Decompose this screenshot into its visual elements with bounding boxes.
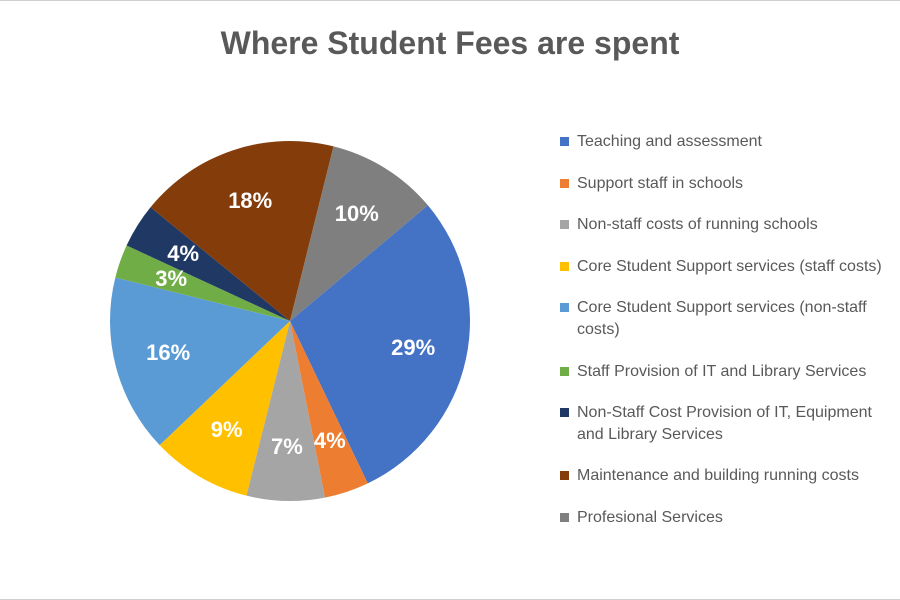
legend-marker [560, 220, 569, 229]
legend-marker [560, 303, 569, 312]
legend-marker [560, 137, 569, 146]
legend-marker [560, 471, 569, 480]
legend: Teaching and assessment Support staff in … [560, 131, 890, 535]
slice-percent-label: 3% [155, 266, 187, 292]
pie-chart: 29%4%7%9%16%3%4%18%10% [100, 131, 480, 511]
legend-item: Non-staff costs of running schools [560, 214, 890, 236]
slice-percent-label: 10% [335, 201, 379, 227]
legend-item: Profesional Services [560, 507, 890, 529]
slice-percent-label: 9% [211, 417, 243, 443]
slice-percent-label: 18% [228, 188, 272, 214]
legend-label: Teaching and assessment [577, 131, 762, 153]
legend-label: Non-Staff Cost Provision of IT, Equipmen… [577, 402, 890, 445]
legend-item: Core Student Support services (non-staff… [560, 297, 890, 340]
slice-percent-label: 29% [391, 335, 435, 361]
legend-marker [560, 408, 569, 417]
legend-label: Non-staff costs of running schools [577, 214, 818, 236]
chart-frame: Where Student Fees are spent 29% 4% 7% 9% 16… [0, 0, 900, 600]
legend-label: Core Student Support services (non-staff… [577, 297, 890, 340]
legend-item: Teaching and assessment [560, 131, 890, 153]
slice-percent-label: 4% [314, 428, 346, 454]
legend-label: Support staff in schools [577, 173, 743, 195]
legend-item: Core Student Support services (staff cos… [560, 256, 890, 278]
legend-marker [560, 513, 569, 522]
legend-marker [560, 367, 569, 376]
slice-percent-label: 4% [167, 241, 199, 267]
slice-percent-label: 7% [271, 434, 303, 460]
legend-marker [560, 262, 569, 271]
legend-item: Non-Staff Cost Provision of IT, Equipmen… [560, 402, 890, 445]
legend-marker [560, 179, 569, 188]
legend-item: Staff Provision of IT and Library Servic… [560, 361, 890, 383]
slice-percent-label: 16% [146, 340, 190, 366]
legend-item: Support staff in schools [560, 173, 890, 195]
legend-item: Maintenance and building running costs [560, 465, 890, 487]
legend-label: Profesional Services [577, 507, 723, 529]
legend-label: Core Student Support services (staff cos… [577, 256, 882, 278]
legend-label: Staff Provision of IT and Library Servic… [577, 361, 866, 383]
legend-label: Maintenance and building running costs [577, 465, 859, 487]
chart-title: Where Student Fees are spent [0, 25, 900, 62]
